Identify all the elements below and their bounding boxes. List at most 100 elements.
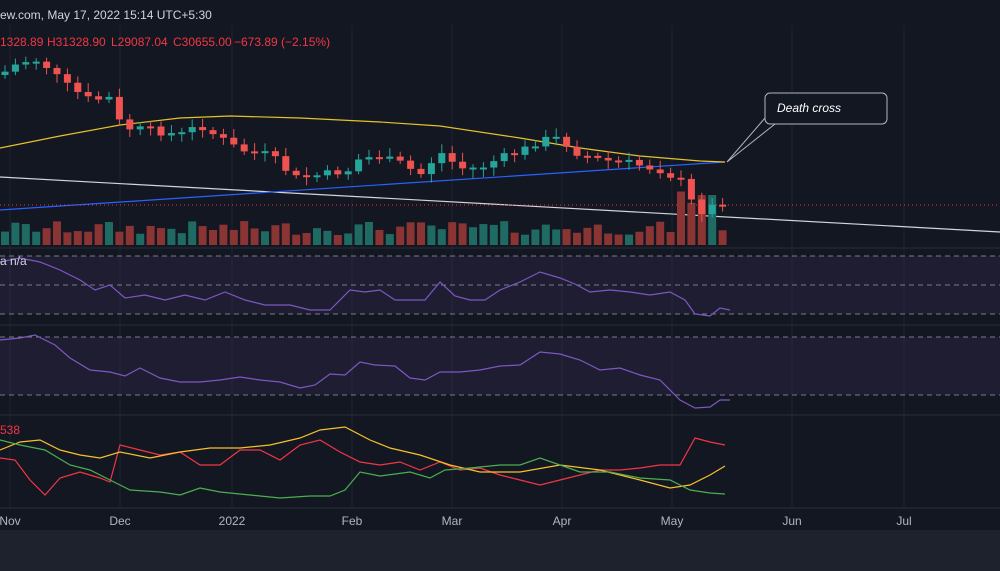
volume-bar (219, 224, 228, 245)
volume-bar (458, 223, 467, 245)
volume-bar (635, 231, 644, 245)
ohlc-change: −673.89 (−2.15%) (234, 35, 330, 49)
volume-bar (73, 231, 82, 245)
ohlc-close: C30655.00 (173, 35, 232, 49)
candle (573, 146, 581, 156)
candle (500, 153, 508, 162)
candle (147, 126, 155, 129)
candle (708, 204, 716, 215)
candle (157, 126, 165, 136)
volume-bar (552, 229, 561, 245)
candle (375, 157, 383, 160)
candle (209, 130, 217, 135)
volume-bar (687, 202, 696, 245)
volume-bar (562, 229, 571, 245)
candle (687, 178, 695, 200)
candle (199, 127, 207, 131)
candle (552, 136, 560, 139)
candle (261, 151, 269, 154)
bottom-bar (0, 530, 1000, 571)
volume-bar (1, 231, 9, 245)
volume-bar (437, 229, 446, 245)
x-axis: Nov Dec 2022 Feb Mar Apr May Jun Jul (0, 514, 912, 528)
ma-200 (0, 161, 726, 211)
candle (646, 165, 654, 170)
volume-bar (42, 228, 51, 245)
volume-bar (261, 231, 269, 245)
rsi-label: a n/a (0, 254, 27, 268)
volume-bar (541, 224, 550, 245)
candle (521, 146, 529, 155)
volume-bar (53, 221, 61, 245)
dmi-plus (0, 437, 726, 496)
candle (313, 175, 321, 178)
candle (126, 119, 134, 130)
candle (355, 159, 363, 172)
candle (490, 161, 498, 168)
candle (178, 132, 186, 135)
candles (1, 56, 727, 222)
candle (282, 156, 290, 171)
ohlc-low: L29087.04 (111, 35, 168, 49)
volume-bar (11, 222, 20, 245)
volume-bar (94, 224, 103, 245)
candle (667, 173, 675, 178)
volume-bar (718, 230, 727, 245)
candle (43, 61, 51, 68)
volume-bar (240, 221, 249, 245)
volume-bar (188, 221, 197, 245)
candle (511, 153, 519, 156)
volume-bar (250, 228, 259, 245)
volume-bar (510, 232, 519, 245)
x-tick-label: Jun (782, 514, 801, 528)
volume-bar (105, 222, 113, 245)
candle (615, 160, 623, 163)
volume-bar (323, 230, 332, 245)
volume-bar (125, 225, 134, 245)
volume-bar (614, 234, 623, 245)
callout-box (764, 92, 888, 125)
x-tick-label: Apr (553, 514, 572, 528)
volume-bar (593, 224, 602, 245)
candle (74, 82, 82, 93)
source: ew.com, May 17, 2022 15:14 UTC+5:30 (0, 8, 212, 22)
candle (583, 155, 591, 158)
candle (604, 157, 612, 161)
candle (115, 96, 123, 120)
annotation: Death cross (777, 101, 841, 115)
ohlc-high: H31328.90 (47, 35, 106, 49)
x-tick-label: Jul (896, 514, 911, 528)
volume-bar (385, 234, 394, 245)
candle (594, 155, 602, 158)
candle (136, 126, 144, 130)
rsi-line (0, 257, 731, 317)
volume-bar (21, 224, 30, 245)
callout-pointer (726, 117, 776, 163)
candle (22, 62, 30, 65)
candle (344, 171, 352, 175)
candle (230, 137, 238, 145)
volume-bar (229, 229, 238, 245)
candle (105, 96, 113, 100)
volume-bar (396, 226, 405, 245)
volume-bar (521, 234, 529, 245)
volume-bar (313, 228, 321, 245)
volume-bar (365, 221, 373, 245)
volume-bar (63, 232, 72, 245)
candle (303, 175, 311, 178)
volume-bar (573, 232, 581, 245)
candle (625, 159, 633, 162)
volume-bar (177, 233, 186, 245)
volume-bar (500, 221, 509, 245)
candle (469, 167, 477, 170)
dmi-minus (0, 439, 726, 499)
volume-bar (469, 227, 477, 245)
volume-bar (136, 233, 145, 245)
candle (438, 153, 446, 164)
x-tick-label: Dec (109, 514, 130, 528)
candle (365, 157, 373, 160)
volume-bar (344, 233, 353, 245)
x-tick-label: Feb (342, 514, 363, 528)
